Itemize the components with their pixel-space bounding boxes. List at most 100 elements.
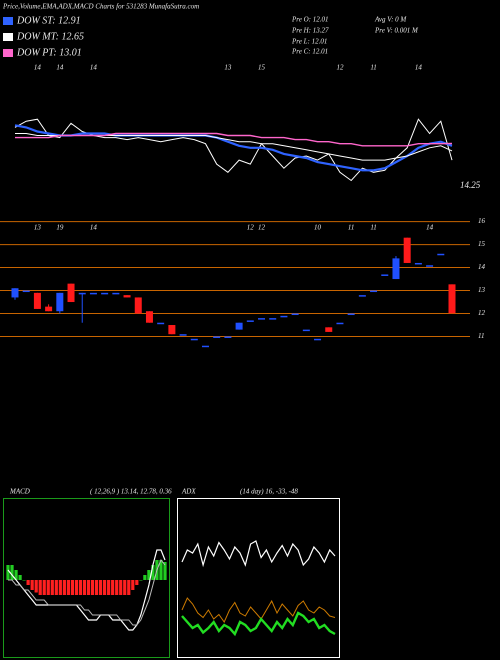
candle-body <box>403 237 411 263</box>
candle-body <box>426 265 434 267</box>
candle-body <box>269 318 277 320</box>
candle-body <box>101 292 109 295</box>
info-text: Pre L: 12.01 <box>291 38 327 46</box>
x-tick-label: 13 <box>34 224 42 232</box>
info-text: Pre C: 12.01 <box>291 48 328 56</box>
candle-body <box>201 345 209 348</box>
y-tick-label: 11 <box>478 332 484 340</box>
x-tick-label: 14 <box>426 224 434 232</box>
candle-body <box>325 327 333 332</box>
candle-body <box>22 290 30 293</box>
histogram-bar <box>139 580 143 581</box>
candle-body <box>33 292 41 309</box>
x-tick-label: 14 <box>90 224 98 232</box>
x-tick-label: 15 <box>258 64 266 72</box>
candle-body <box>145 311 153 323</box>
series-line <box>14 124 453 172</box>
x-tick-label: 11 <box>348 224 354 232</box>
legend-label: DOW MT: 12.65 <box>16 31 84 42</box>
histogram-bar <box>98 580 103 595</box>
candle-body <box>246 320 254 322</box>
candle-body <box>11 288 19 298</box>
candle-body <box>314 338 322 341</box>
histogram-bar <box>107 580 111 595</box>
x-tick-label: 14 <box>415 64 423 72</box>
y-tick-label: 12 <box>478 309 486 317</box>
histogram-bar <box>46 580 50 595</box>
candle-body <box>235 322 243 330</box>
histogram-bar <box>14 570 18 580</box>
candle-body <box>358 295 366 297</box>
histogram-bar <box>38 580 42 595</box>
candle-body <box>347 313 355 316</box>
candle-body <box>157 322 165 325</box>
y-tick-label: 16 <box>478 217 486 225</box>
x-tick-label: 14 <box>90 64 98 72</box>
histogram-bar <box>86 580 91 595</box>
legend-swatch <box>3 33 13 41</box>
panel-title: MACD <box>9 488 30 496</box>
x-tick-label: 12 <box>247 224 255 232</box>
histogram-bar <box>26 580 30 585</box>
macd-frame <box>3 498 170 658</box>
candle-body <box>258 318 266 320</box>
series-line <box>7 549 166 631</box>
candle-body <box>392 258 400 280</box>
candle-body <box>45 306 53 312</box>
histogram-bar <box>22 580 26 581</box>
candle-body <box>280 315 288 318</box>
panel-title: ADX <box>181 488 196 496</box>
candle-body <box>302 329 310 332</box>
histogram-bar <box>159 560 163 580</box>
histogram-bar <box>58 580 62 595</box>
histogram-bar <box>34 580 38 593</box>
annotation: 14.25 <box>460 180 481 190</box>
histogram-bar <box>143 575 147 580</box>
series-line <box>181 597 336 624</box>
histogram-bar <box>70 580 75 595</box>
histogram-bar <box>18 575 22 580</box>
histogram-bar <box>78 580 83 595</box>
histogram-bar <box>103 580 107 595</box>
info-text: Avg V: 0 M <box>374 16 407 24</box>
y-tick-label: 14 <box>478 263 486 271</box>
series-line <box>181 540 336 568</box>
candle-body <box>67 283 75 303</box>
candle-body <box>123 295 131 298</box>
x-tick-label: 14 <box>56 64 64 72</box>
info-text: Pre V: 0.001 M <box>374 27 419 35</box>
candle-body <box>381 274 389 276</box>
histogram-bar <box>10 565 14 580</box>
legend-label: DOW PT: 13.01 <box>16 47 82 58</box>
histogram-bar <box>6 565 10 580</box>
candle-body <box>134 297 142 314</box>
candle-body <box>112 292 120 295</box>
histogram-bar <box>119 580 123 595</box>
histogram-bar <box>123 580 127 595</box>
histogram-bar <box>131 580 135 590</box>
candle-body <box>56 292 64 312</box>
histogram-bar <box>151 565 155 580</box>
series-line <box>15 132 453 147</box>
histogram-bar <box>74 580 79 595</box>
histogram-bar <box>54 580 58 595</box>
candle-body <box>213 336 221 339</box>
y-tick-label: 13 <box>478 286 486 294</box>
candle-body <box>437 253 445 256</box>
candle-body <box>89 292 97 295</box>
x-tick-label: 19 <box>56 224 64 232</box>
panel-subtitle: ( 12,26,9 ) 13.14, 12.78, 0.36 <box>90 488 172 496</box>
x-tick-label: 12 <box>336 64 344 72</box>
candle-body <box>179 334 187 336</box>
series-line <box>8 559 166 626</box>
candle-body <box>448 284 456 314</box>
info-text: Pre O: 12.01 <box>291 16 328 24</box>
histogram-bar <box>163 562 167 580</box>
histogram-bar <box>90 580 95 595</box>
candle-body <box>224 336 232 339</box>
histogram-bar <box>111 580 115 595</box>
legend-label: DOW ST: 12.91 <box>16 15 81 26</box>
panel-subtitle: (14 day) 16, -33, -48 <box>240 488 298 496</box>
page-title: Price,Volume,EMA,ADX,MACD Charts for 531… <box>2 3 199 11</box>
